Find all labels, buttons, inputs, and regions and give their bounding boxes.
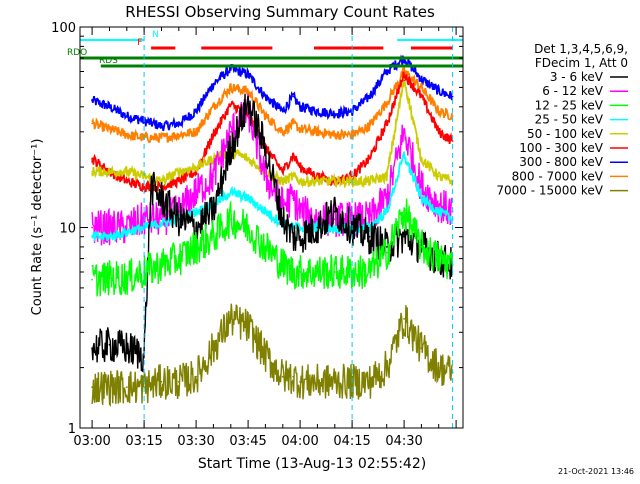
y-tick-label: 100 — [51, 21, 76, 36]
data-point — [91, 226, 93, 229]
series-line — [91, 303, 453, 407]
series-line — [91, 151, 453, 243]
legend: Det 1,3,4,5,6,9, FDecim 1, Att 0 3 - 6 k… — [496, 42, 628, 198]
flag-label: RDS — [99, 56, 118, 66]
flag-rds: RDS — [99, 56, 463, 68]
series-line — [91, 93, 453, 246]
x-tick-label: 03:00 — [73, 434, 110, 449]
generation-timestamp: 21-Oct-2021 13:46 — [558, 467, 634, 476]
legend-entry-label: 7000 - 15000 keV — [496, 184, 603, 198]
flag-f: F — [137, 38, 453, 50]
x-axis-label: Start Time (13-Aug-13 02:55:42) — [198, 456, 426, 472]
x-tick-label: 03:30 — [177, 434, 214, 449]
legend-header-line-2: FDecim 1, Att 0 — [535, 56, 628, 70]
series-line — [91, 198, 453, 297]
series-line — [91, 54, 453, 132]
axes-layer: 1 10 100 03:00 03:15 03:30 03:45 04:00 04:15 04:3… — [51, 21, 464, 449]
series-line — [91, 65, 453, 144]
legend-entry-label: 6 - 12 keV — [542, 84, 604, 98]
legend-entry-label: 12 - 25 keV — [535, 98, 604, 112]
x-tick-label: 03:45 — [229, 434, 266, 449]
data-point — [125, 386, 128, 388]
flag-label: F — [137, 38, 142, 48]
data-point — [281, 375, 284, 378]
legend-entry-label: 300 - 800 keV — [519, 155, 603, 169]
data-point — [91, 278, 93, 281]
x-tick-label: 04:00 — [281, 434, 318, 449]
x-tick-label: 04:30 — [385, 434, 422, 449]
data-point — [403, 78, 405, 80]
data-point — [451, 140, 454, 142]
legend-entry-label: 25 - 50 keV — [535, 113, 604, 127]
legend-entry-label: 50 - 100 keV — [527, 127, 604, 141]
flag-label: RDO — [67, 48, 87, 58]
series-7000-15000-kev — [91, 303, 454, 407]
flag-n: N — [80, 30, 463, 41]
series-layer — [91, 54, 454, 407]
data-point — [403, 318, 405, 320]
legend-entry-label: 800 - 7000 keV — [512, 169, 604, 183]
y-axis-label: Count Rate (s⁻¹ detector⁻¹) — [30, 139, 45, 316]
legend-entry-label: 3 - 6 keV — [550, 70, 604, 84]
data-point — [292, 95, 295, 98]
legend-header-line-1: Det 1,3,4,5,6,9, — [534, 42, 628, 56]
y-tick-label: 10 — [59, 222, 76, 237]
flag-label: N — [152, 30, 159, 40]
series-line — [91, 93, 453, 373]
data-point — [229, 130, 232, 133]
legend-entry-label: 100 - 300 keV — [519, 141, 603, 155]
y-tick-label: 1 — [68, 422, 76, 437]
overlay-layer: NF RDO RDS — [67, 27, 463, 428]
chart-title: RHESSI Observing Summary Count Rates — [125, 3, 435, 21]
x-tick-label: 04:15 — [333, 434, 370, 449]
x-tick-label: 03:15 — [125, 434, 162, 449]
